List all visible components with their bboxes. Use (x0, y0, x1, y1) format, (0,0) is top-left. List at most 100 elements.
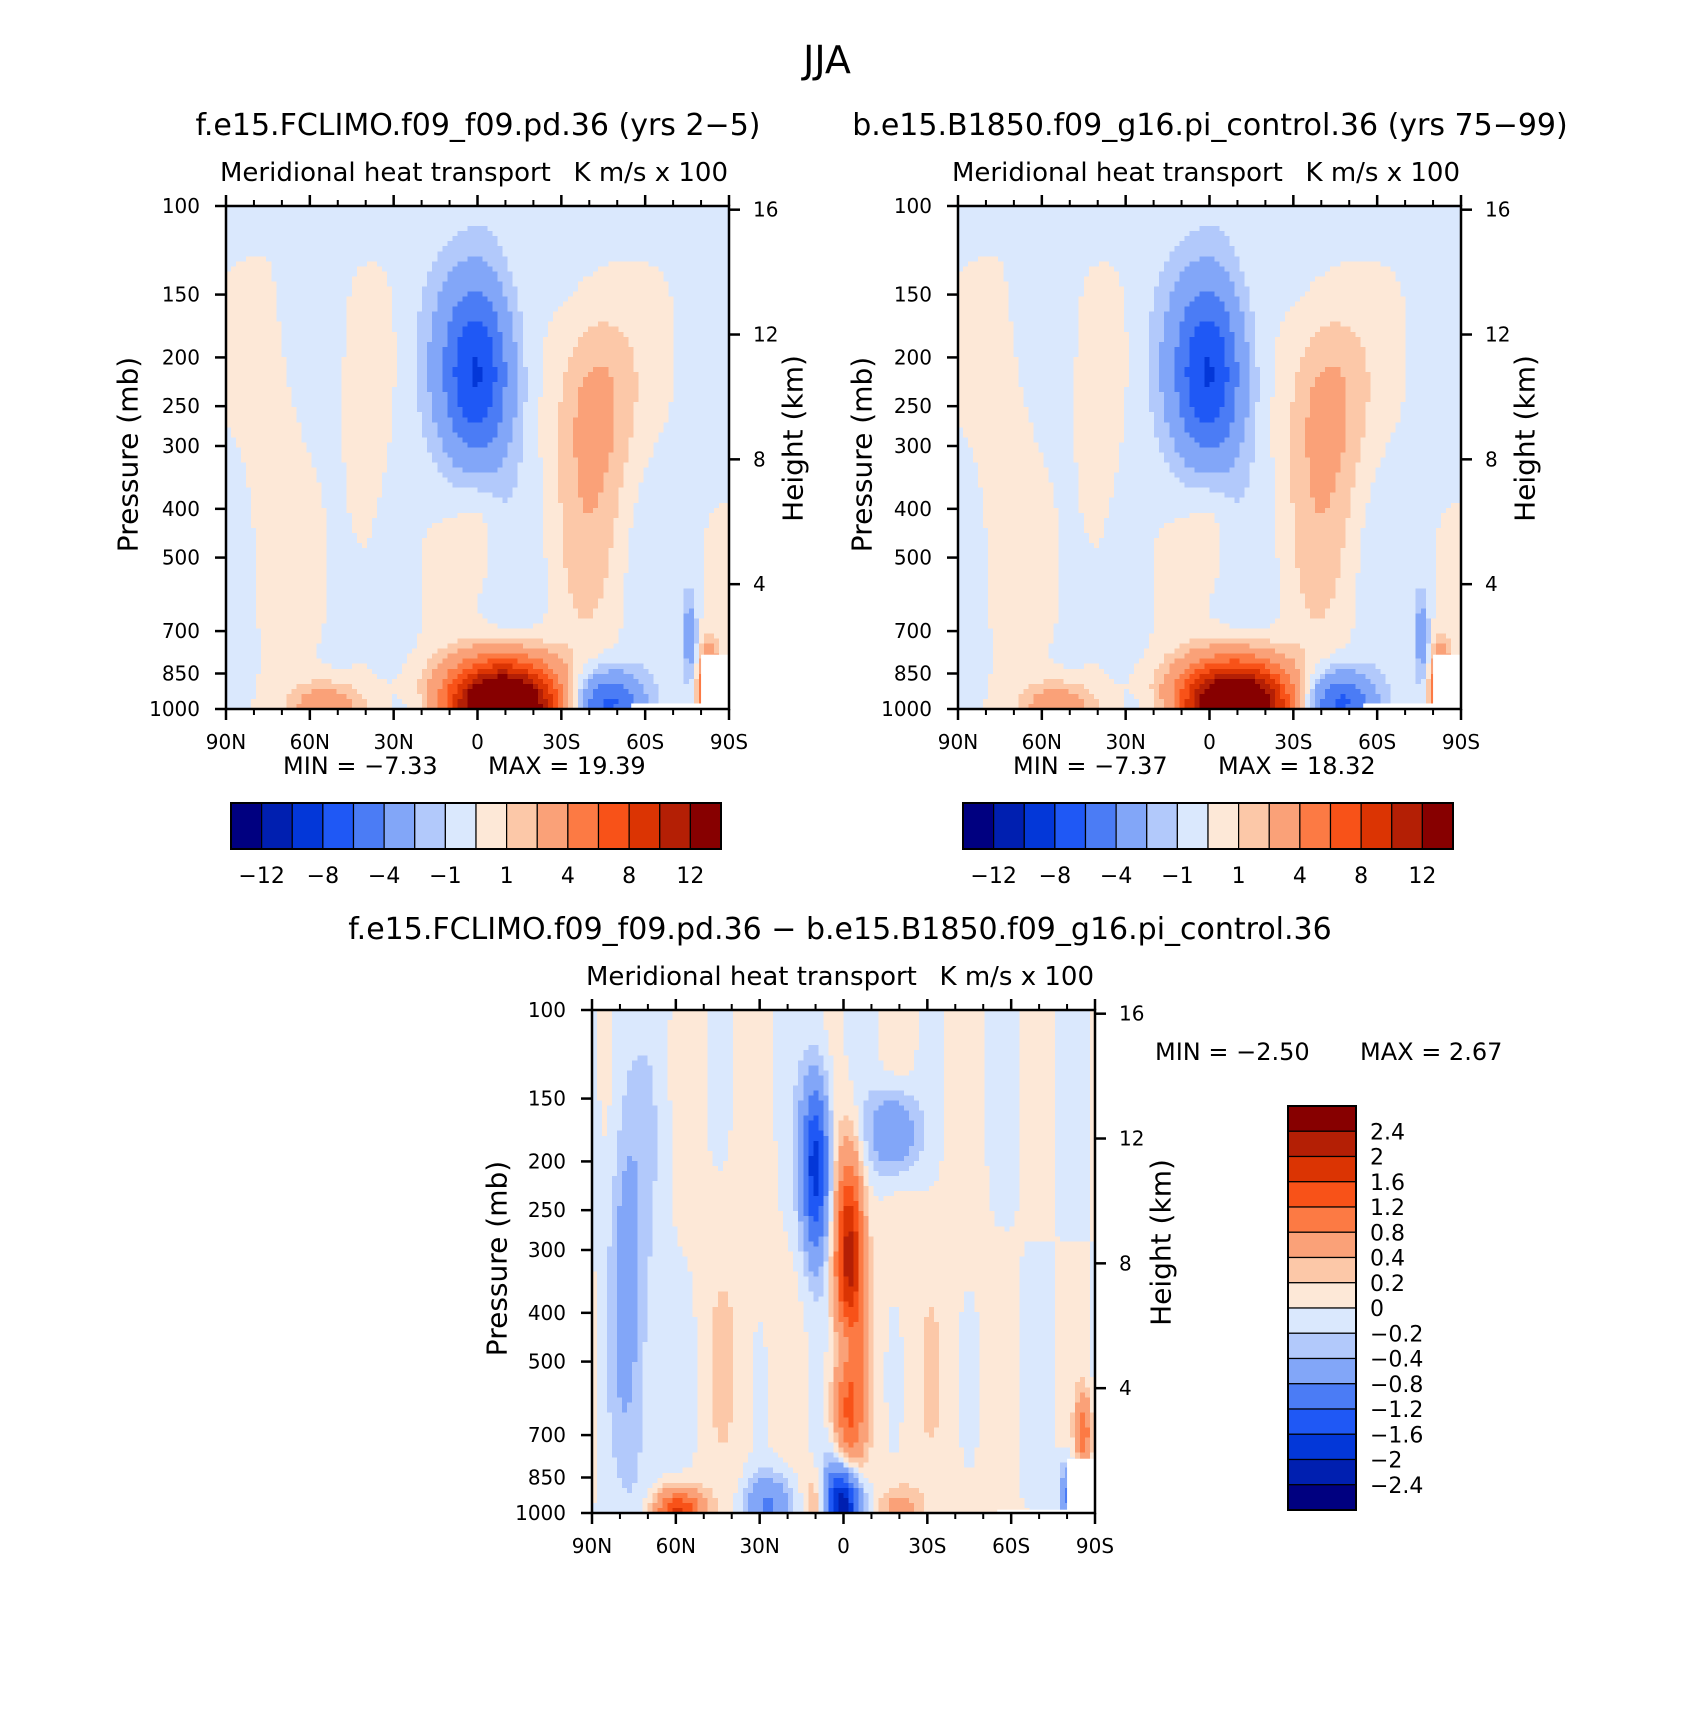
field-cell (271, 221, 277, 227)
field-cell (603, 216, 609, 222)
field-cell (643, 236, 649, 242)
field-cell (643, 216, 649, 222)
field-cell (573, 221, 579, 227)
field-cell (291, 231, 297, 237)
field-cell (618, 251, 624, 257)
field-cell (241, 226, 247, 232)
field-cell (503, 256, 509, 262)
field-cell (342, 241, 348, 247)
field-cell (513, 241, 519, 247)
field-cell (432, 246, 438, 252)
field-cell (583, 226, 589, 232)
field-cell (543, 221, 549, 227)
field-cell (563, 236, 569, 242)
field-cell (649, 211, 655, 217)
field-cell (523, 271, 529, 277)
field-cell (568, 256, 574, 262)
field-cell (246, 246, 252, 252)
field-cell (317, 271, 323, 277)
field-cell (472, 236, 478, 242)
field-cell (392, 221, 398, 227)
field-cell (296, 266, 302, 272)
field-cell (533, 256, 539, 262)
field-cell (231, 211, 237, 217)
field-cell (387, 231, 393, 237)
panel1-plot: 90N 60N 30N 0 30S 60S 90S100150200250300400500… (149, 194, 778, 889)
field-cell (659, 261, 665, 267)
field-cell (704, 226, 710, 232)
field-cell (573, 271, 579, 277)
field-cell (251, 221, 257, 227)
field-cell (332, 276, 338, 282)
field-cell (467, 241, 473, 247)
field-cell (387, 236, 393, 242)
field-cell (518, 266, 524, 272)
field-cell (523, 231, 529, 237)
field-cell (583, 216, 589, 222)
field-cell (719, 231, 725, 237)
field-cell (337, 221, 343, 227)
field-cell (362, 251, 368, 257)
field-cell (568, 221, 574, 227)
field-cell (488, 256, 494, 262)
field-cell (583, 211, 589, 217)
field-cell (598, 266, 604, 272)
field-cell (387, 211, 393, 217)
field-cell (669, 276, 675, 282)
field-cell (352, 226, 358, 232)
field-cell (593, 211, 599, 217)
field-cell (357, 271, 363, 277)
field-cell (523, 266, 529, 272)
field-cell (618, 216, 624, 222)
field-cell (251, 261, 257, 267)
field-cell (638, 266, 644, 272)
field-cell (281, 216, 287, 222)
field-cell (357, 241, 363, 247)
field-cell (332, 271, 338, 277)
field-cell (337, 216, 343, 222)
field-cell (664, 271, 670, 277)
field-cell (498, 211, 504, 217)
field-cell (603, 226, 609, 232)
field-cell (538, 276, 544, 282)
field-cell (638, 261, 644, 267)
field-cell (568, 251, 574, 257)
field-cell (714, 266, 720, 272)
field-cell (271, 271, 277, 277)
field-cell (367, 241, 373, 247)
field-cell (246, 251, 252, 257)
field-cell (442, 226, 448, 232)
field-cell (271, 236, 277, 242)
field-cell (508, 211, 514, 217)
field-cell (714, 241, 720, 247)
field-cell (357, 266, 363, 272)
field-cell (367, 261, 373, 267)
field-cell (483, 226, 489, 232)
field-cell (694, 221, 700, 227)
field-cell (543, 211, 549, 217)
field-cell (498, 256, 504, 262)
field-cell (608, 231, 614, 237)
field-cell (714, 271, 720, 277)
field-cell (332, 266, 338, 272)
field-cell (412, 246, 418, 252)
field-cell (281, 236, 287, 242)
field-cell (628, 251, 634, 257)
field-cell (583, 231, 589, 237)
field-cell (543, 256, 549, 262)
field-cell (432, 271, 438, 277)
field-cell (503, 221, 509, 227)
field-cell (327, 251, 333, 257)
field-cell (412, 256, 418, 262)
field-cell (613, 236, 619, 242)
field-cell (719, 221, 725, 227)
field-cell (523, 276, 529, 282)
field-cell (276, 246, 282, 252)
field-cell (684, 266, 690, 272)
field-cell (548, 241, 554, 247)
field-cell (528, 211, 534, 217)
field-cell (271, 211, 277, 217)
field-cell (246, 276, 252, 282)
field-cell (347, 251, 353, 257)
field-cell (462, 211, 468, 217)
